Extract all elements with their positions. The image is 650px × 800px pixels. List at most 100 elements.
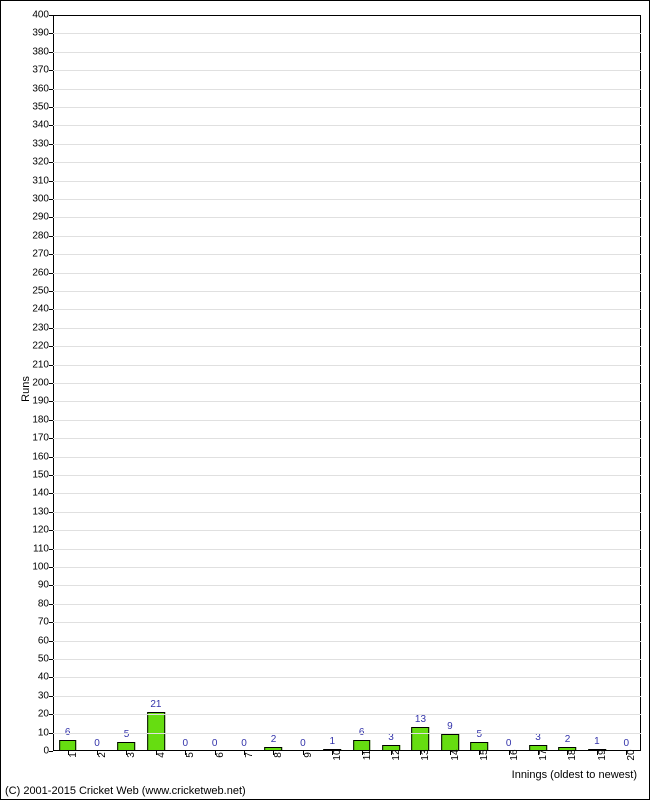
gridline [53,604,641,605]
ytick-label: 370 [32,65,53,76]
ytick-label: 220 [32,341,53,352]
ytick-label: 120 [32,525,53,536]
ytick-label: 310 [32,175,53,186]
gridline [53,70,641,71]
gridline [53,622,641,623]
bar [412,727,430,751]
bar-value-label: 0 [300,738,306,749]
ytick-label: 100 [32,562,53,573]
ytick-label: 230 [32,322,53,333]
ytick-label: 200 [32,378,53,389]
bar-value-label: 5 [124,729,130,740]
bar-value-label: 9 [447,721,453,732]
ytick-label: 240 [32,304,53,315]
xtick-label: 7 [244,752,255,758]
ytick-label: 0 [43,746,53,757]
xtick-label: 9 [303,752,314,758]
gridline [53,199,641,200]
ytick-label: 180 [32,414,53,425]
gridline [53,696,641,697]
bar-value-label: 21 [150,699,161,710]
xtick-label: 14 [450,749,461,760]
gridline [53,346,641,347]
ytick-label: 210 [32,359,53,370]
gridline [53,383,641,384]
xtick-label: 4 [156,752,167,758]
xtick-label: 18 [567,749,578,760]
ytick-label: 80 [38,598,53,609]
xtick-label: 10 [332,749,343,760]
xtick-label: 19 [597,749,608,760]
gridline [53,309,641,310]
gridline [53,52,641,53]
ytick-label: 110 [33,543,53,554]
bar-value-label: 3 [535,732,541,743]
ytick-label: 290 [32,212,53,223]
gridline [53,162,641,163]
ytick-label: 300 [32,194,53,205]
ytick-label: 50 [38,654,53,665]
ytick-label: 190 [32,396,53,407]
gridline [53,365,641,366]
ytick-label: 350 [32,102,53,113]
bar-value-label: 0 [183,738,189,749]
ytick-label: 20 [38,709,53,720]
chart-frame: 6102532140506072809110611312131391451501… [0,0,650,800]
gridline [53,401,641,402]
xtick-label: 20 [626,749,637,760]
plot-area: 6102532140506072809110611312131391451501… [53,15,641,751]
bar-value-label: 1 [330,736,336,747]
ytick-label: 360 [32,83,53,94]
bar-value-label: 0 [212,738,218,749]
ytick-label: 260 [32,267,53,278]
xtick-label: 16 [509,749,520,760]
gridline [53,107,641,108]
gridline [53,254,641,255]
gridline [53,273,641,274]
ytick-label: 130 [32,506,53,517]
xtick-label: 12 [391,749,402,760]
bar-value-label: 0 [624,738,630,749]
plot-border-bottom [53,750,641,751]
gridline [53,512,641,513]
gridline [53,733,641,734]
xtick-label: 17 [538,749,549,760]
bar-value-label: 0 [506,738,512,749]
y-axis-label: Runs [20,376,32,402]
xtick-label: 3 [126,752,137,758]
gridline [53,33,641,34]
gridline [53,328,641,329]
xtick-label: 1 [68,752,79,758]
bar-value-label: 3 [388,732,394,743]
gridline [53,144,641,145]
gridline [53,125,641,126]
bar-value-label: 5 [477,729,483,740]
gridline [53,291,641,292]
xtick-label: 6 [215,752,226,758]
xtick-label: 8 [273,752,284,758]
bar-value-label: 2 [271,734,277,745]
bar-value-label: 0 [94,738,100,749]
gridline [53,475,641,476]
ytick-label: 60 [38,635,53,646]
gridline [53,677,641,678]
xtick-label: 11 [362,750,373,760]
gridline [53,493,641,494]
gridline [53,438,641,439]
ytick-label: 160 [32,451,53,462]
xtick-label: 15 [479,749,490,760]
gridline [53,217,641,218]
xtick-label: 2 [97,752,108,758]
copyright-text: (C) 2001-2015 Cricket Web (www.cricketwe… [5,785,246,797]
ytick-label: 280 [32,230,53,241]
ytick-label: 320 [32,157,53,168]
bar-value-label: 1 [594,736,600,747]
gridline [53,714,641,715]
bar-value-label: 2 [565,734,571,745]
gridline [53,659,641,660]
ytick-label: 40 [38,672,53,683]
xtick-label: 13 [420,749,431,760]
ytick-label: 90 [38,580,53,591]
ytick-label: 10 [38,727,53,738]
ytick-label: 400 [32,10,53,21]
